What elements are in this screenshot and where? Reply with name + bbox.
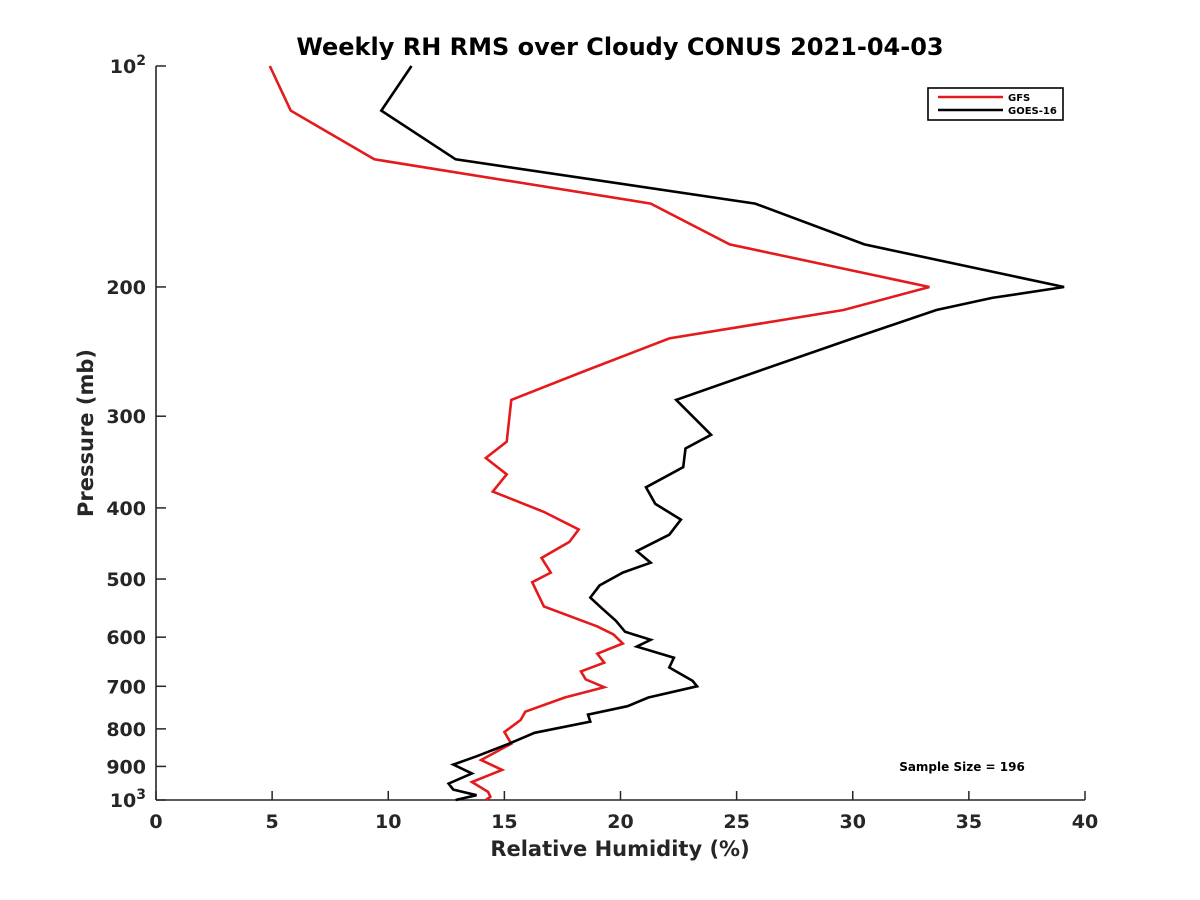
- y-tick-label: 700: [106, 676, 146, 698]
- x-tick-label: 5: [266, 811, 279, 833]
- x-axis-label: Relative Humidity (%): [490, 837, 749, 861]
- y-tick-label: 600: [106, 627, 146, 649]
- y-tick-label: 102: [110, 53, 146, 78]
- series-line-goes-16: [379, 65, 1065, 802]
- x-tick-label: 15: [491, 811, 517, 833]
- x-tick-label: 40: [1072, 811, 1098, 833]
- y-tick-label: 200: [106, 277, 146, 299]
- x-tick-label: 30: [840, 811, 866, 833]
- x-tick-label: 20: [607, 811, 633, 833]
- legend: GFS GOES-16: [927, 87, 1064, 121]
- x-tick-label: 35: [956, 811, 982, 833]
- series-line-gfs: [268, 65, 930, 802]
- y-axis-label: Pressure (mb): [74, 349, 98, 517]
- chart-title: Weekly RH RMS over Cloudy CONUS 2021-04-…: [296, 33, 943, 61]
- y-tick-label: 103: [110, 787, 146, 812]
- y-tick-label: 900: [106, 756, 146, 778]
- x-tick-label: 10: [375, 811, 401, 833]
- y-tick-label: 500: [106, 569, 146, 591]
- y-tick-label: 300: [106, 406, 146, 428]
- x-tick-label: 0: [149, 811, 162, 833]
- legend-label: GOES-16: [1008, 106, 1057, 117]
- x-tick-label: 25: [723, 811, 749, 833]
- legend-box: [927, 87, 1064, 121]
- y-tick-label: 800: [106, 719, 146, 741]
- y-tick-label: 400: [106, 498, 146, 520]
- sample-size-annotation: Sample Size = 196: [899, 760, 1025, 774]
- legend-label: GFS: [1008, 93, 1030, 104]
- plot-area: 0 5 10 15 20 25 30 35 40 102 200 300 400 500 600 700 800…: [106, 53, 1098, 833]
